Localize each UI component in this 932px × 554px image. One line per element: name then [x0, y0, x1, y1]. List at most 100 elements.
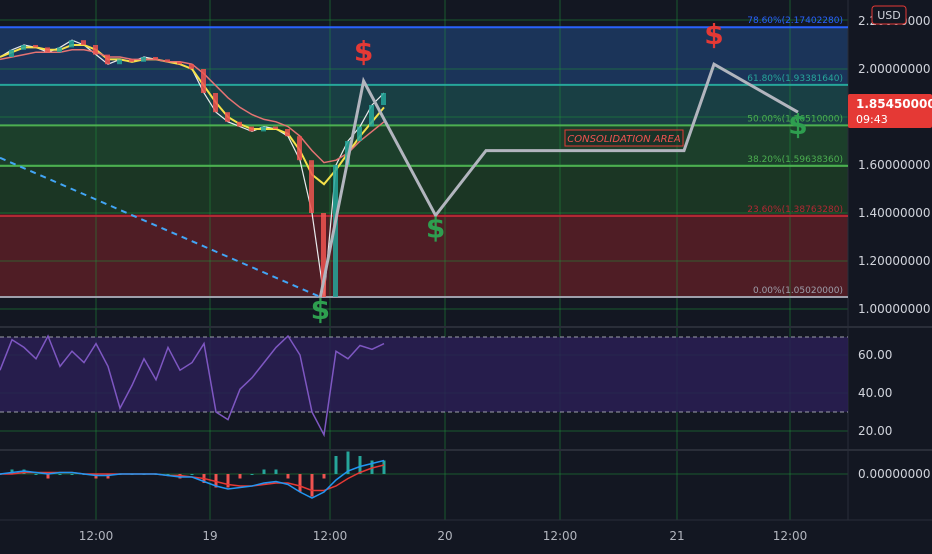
candle-5 — [57, 47, 62, 53]
macd-bar-20 — [238, 474, 242, 479]
candle-29 — [345, 141, 350, 165]
time-tick-3: 20 — [437, 529, 452, 543]
rsi-band — [0, 337, 848, 412]
rsi-line — [0, 334, 385, 438]
price-tick-1: 1.20000000 — [858, 254, 931, 268]
macd-bar-29 — [346, 451, 350, 474]
macd-bar-30 — [358, 456, 362, 474]
macd-bar-6 — [70, 474, 74, 475]
time-tick-6: 12:00 — [773, 529, 808, 543]
buy-marker-4[interactable]: $ — [788, 108, 807, 141]
rsi-tick-1: 40.00 — [858, 386, 892, 400]
time-tick-4: 12:00 — [543, 529, 578, 543]
candle-13 — [153, 57, 158, 60]
candle-11 — [129, 59, 134, 62]
fib-zone-50-382 — [0, 125, 848, 165]
macd-bar-23 — [274, 469, 278, 474]
candle-10 — [117, 59, 122, 65]
current-price-countdown: 09:43 — [856, 113, 888, 126]
candle-8 — [93, 45, 98, 55]
candle-24 — [285, 129, 290, 137]
time-tick-2: 12:00 — [313, 529, 348, 543]
candle-23 — [273, 126, 278, 129]
candle-26 — [309, 160, 314, 213]
time-tick-5: 21 — [669, 529, 684, 543]
candle-19 — [225, 112, 230, 122]
fib-zones — [0, 27, 848, 298]
macd-line — [0, 459, 385, 499]
fib-label-5: 0.00%(1.05020000) — [753, 286, 843, 296]
time-tick-0: 12:00 — [79, 529, 114, 543]
fib-zone-382-236 — [0, 165, 848, 214]
fib-levels: 78.60%(2.17402280) 61.80%(1.93381640) 50.0… — [0, 16, 848, 298]
sell-marker-3[interactable]: $ — [704, 18, 723, 51]
macd-bar-16 — [190, 474, 194, 475]
candle-1 — [9, 49, 14, 57]
fib-zone-236-0 — [0, 214, 848, 298]
price-series-group — [0, 39, 386, 298]
candle-15 — [177, 61, 182, 65]
candle-16 — [189, 64, 194, 69]
currency-tag-bg[interactable] — [871, 5, 907, 25]
candle-25 — [297, 136, 302, 161]
macd-bar-14 — [166, 474, 170, 475]
candle-32 — [381, 93, 386, 105]
candle-6 — [69, 40, 74, 48]
macd-bar-28 — [334, 456, 338, 474]
fib-zone-786-618 — [0, 27, 848, 84]
candle-3 — [33, 45, 38, 48]
price-tick-3: 1.60000000 — [858, 158, 931, 172]
candle-27 — [321, 213, 326, 297]
candle-7 — [81, 40, 86, 45]
rsi-axis[interactable]: 20.00 40.00 60.00 — [858, 348, 892, 438]
fib-label-1: 61.80%(1.93381640) — [747, 74, 843, 84]
macd-bar-32 — [382, 460, 386, 474]
macd-bar-5 — [58, 474, 62, 475]
fib-label-2: 50.00%(1.76510000) — [747, 114, 843, 124]
macd-bar-24 — [286, 474, 290, 479]
macd-bar-22 — [262, 469, 266, 474]
candle-17 — [201, 69, 206, 93]
candle-22 — [261, 126, 266, 132]
rsi-tick-0: 20.00 — [858, 424, 892, 438]
candle-31 — [369, 105, 374, 127]
consolidation-label: CONSOLIDATION AREA — [567, 134, 681, 145]
rsi-tick-2: 60.00 — [858, 348, 892, 362]
sell-marker-1[interactable]: $ — [354, 35, 373, 68]
candle-4 — [45, 47, 50, 53]
fib-label-4: 23.60%(1.38763280) — [747, 205, 843, 215]
time-axis[interactable]: 12:00 19 12:00 20 12:00 21 12:00 — [79, 529, 808, 543]
currency-label: USD — [877, 9, 901, 22]
candle-21 — [249, 126, 254, 132]
candle-20 — [237, 121, 242, 127]
buy-marker-2[interactable]: $ — [426, 211, 445, 244]
macd-bar-4 — [46, 474, 50, 479]
descending-trendline[interactable] — [0, 156, 321, 298]
consolidation-box[interactable] — [564, 129, 684, 147]
price-tick-0: 1.00000000 — [858, 302, 931, 316]
macd-bar-25 — [298, 474, 302, 492]
macd-bar-26 — [310, 474, 314, 497]
price-tick-2: 1.40000000 — [858, 206, 931, 220]
time-tick-1: 19 — [202, 529, 217, 543]
projection-path[interactable] — [318, 62, 799, 298]
candle-14 — [165, 59, 170, 62]
candle-30 — [357, 126, 362, 141]
candle-28 — [333, 165, 338, 297]
candle-9 — [105, 54, 110, 65]
macd-bar-19 — [226, 474, 230, 488]
fib-zone-618-50 — [0, 84, 848, 125]
current-price-tag: 1.85450000 09:43 — [848, 94, 932, 128]
macd-bar-21 — [250, 474, 254, 475]
trade-markers: $ $ $ $ $ — [311, 18, 808, 326]
macd-axis[interactable]: 0.00000000 — [858, 467, 931, 481]
macd-bar-3 — [34, 474, 38, 475]
current-price-value: 1.85450000 — [856, 97, 932, 111]
candle-2 — [21, 45, 26, 50]
buy-marker-0[interactable]: $ — [311, 293, 330, 326]
price-tick-5: 2.00000000 — [858, 62, 931, 76]
fib-label-3: 38.20%(1.59638360) — [747, 155, 843, 165]
currency-tag[interactable]: USD — [871, 5, 907, 25]
